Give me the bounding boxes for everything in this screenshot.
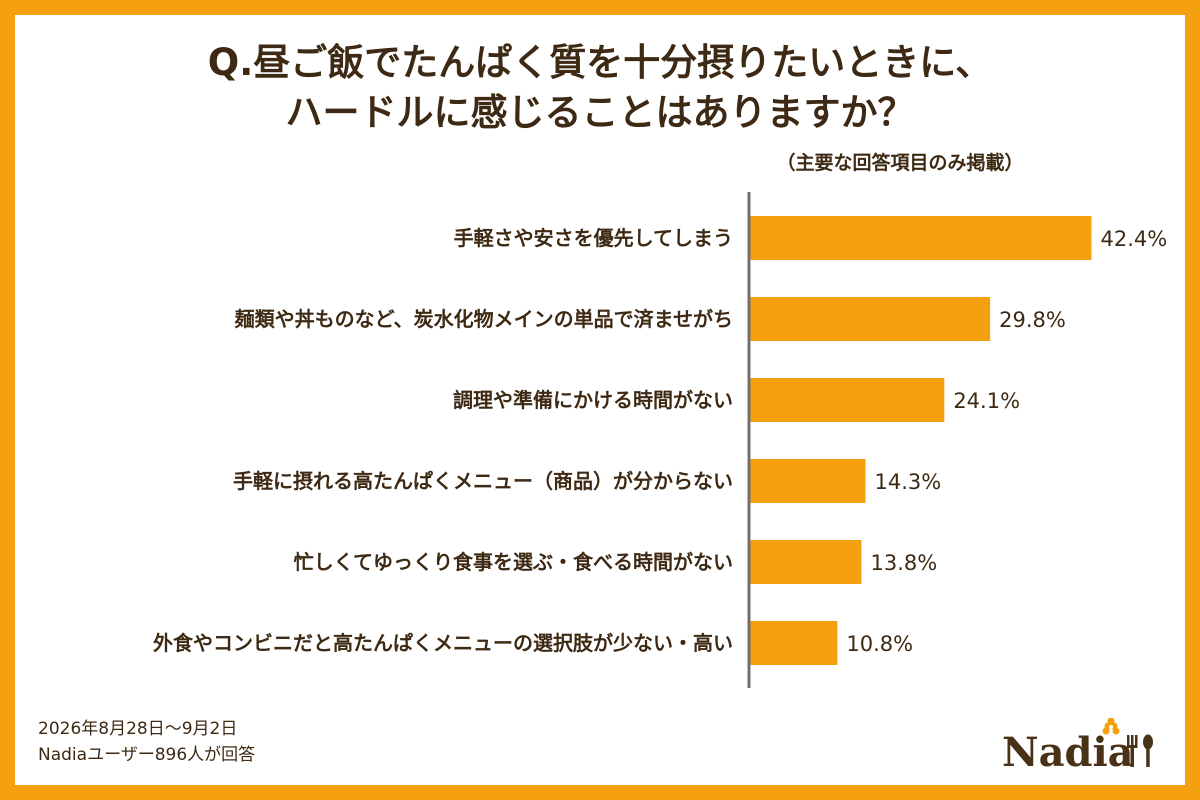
chart-subtitle: （主要な回答項目のみ掲載）: [776, 152, 1024, 174]
category-label-2: 麺類や丼ものなど、炭水化物メインの単品で済ませがち: [234, 307, 733, 331]
logo-fork-spoon-icon: [1127, 734, 1153, 767]
bar-2: [750, 297, 991, 341]
category-label-3: 調理や準備にかける時間がない: [453, 388, 733, 412]
bar-6: [750, 621, 838, 665]
title-line-1: Q.昼ご飯でたんぱく質を十分摂りたいときに、: [207, 41, 993, 84]
value-label-5: 13.8%: [870, 551, 937, 575]
category-label-1: 手軽さや安さを優先してしまう: [454, 226, 733, 250]
bar-3: [750, 378, 945, 422]
survey-date: 2026年8月28日～9月2日: [38, 719, 238, 739]
chart-card: [15, 15, 1185, 785]
category-label-5: 忙しくてゆっくり食事を選ぶ・食べる時間がない: [294, 550, 733, 574]
bar-4: [750, 459, 866, 503]
category-label-4: 手軽に摂れる高たんぱくメニュー（商品）が分からない: [233, 469, 733, 493]
value-label-2: 29.8%: [999, 308, 1066, 332]
survey-respondents: Nadiaユーザー896人が回答: [38, 745, 256, 765]
bar-5: [750, 540, 862, 584]
value-label-6: 10.8%: [846, 632, 913, 656]
value-label-4: 14.3%: [875, 470, 942, 494]
nadia-logo: Nadia: [1002, 718, 1153, 776]
logo-flower-icon: [1102, 718, 1120, 735]
bar-1: [750, 216, 1092, 260]
survey-footer: 2026年8月28日～9月2日 Nadiaユーザー896人が回答: [38, 716, 255, 768]
title-line-2: ハードルに感じることはありますか？: [285, 91, 915, 134]
value-label-1: 42.4%: [1101, 227, 1168, 251]
value-label-3: 24.1%: [953, 389, 1020, 413]
category-label-6: 外食やコンビニだと高たんぱくメニューの選択肢が少ない・高い: [153, 631, 733, 655]
chart-title: Q.昼ご飯でたんぱく質を十分摂りたいときに、 ハードルに感じることはありますか？: [0, 38, 1200, 138]
logo-wordmark: Nadia: [1002, 729, 1134, 776]
